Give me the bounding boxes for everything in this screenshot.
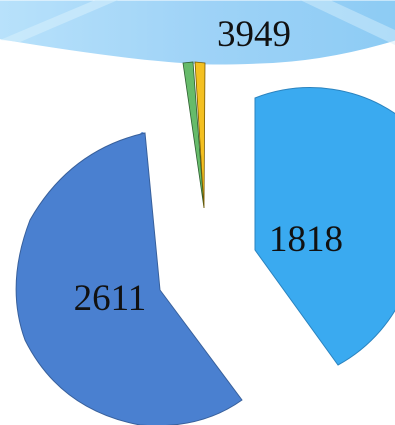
slice-3949-facet [0,0,118,42]
data-label-1818: 1818 [269,219,343,260]
slice-2611-body [15,132,243,425]
data-label-3949: 3949 [217,14,291,55]
slice-3949[interactable] [0,0,395,66]
slice-green[interactable] [182,61,205,209]
data-label-2611: 2611 [74,278,147,319]
slice-1818[interactable] [254,87,395,366]
slice-3949-facet [300,0,395,45]
slice-yellow[interactable] [194,61,206,209]
